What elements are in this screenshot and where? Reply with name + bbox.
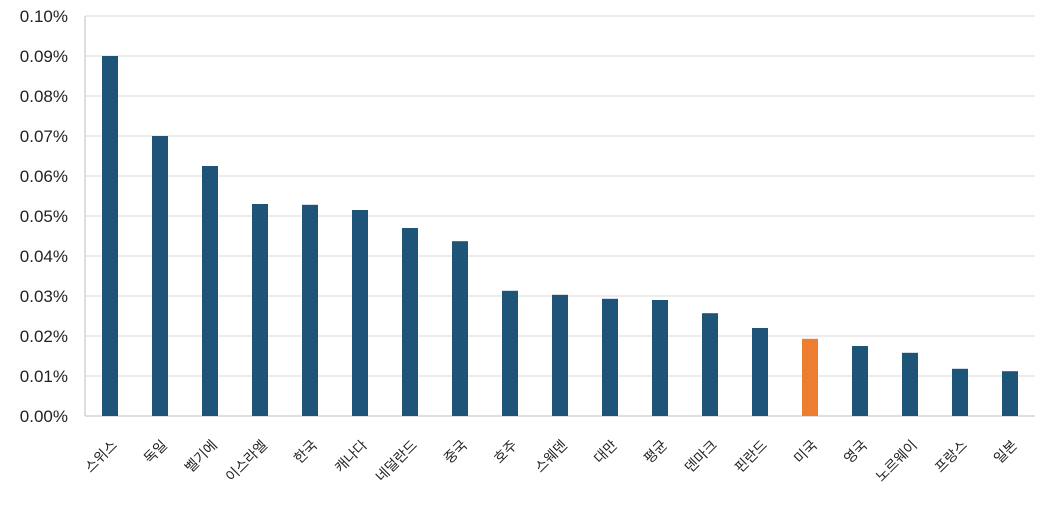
y-tick-label: 0.05% [20,207,68,226]
bar-6 [352,210,368,416]
x-category-label: 이스라엘 [223,438,271,486]
bar-17 [902,352,918,416]
x-axis-category-labels: 스위스 독일 벨기에 이스라엘 한국 캐나다 네덜란드 중국 호주 스웨덴 대만 평균 덴마크 핀란드 미국… [82,437,1021,485]
y-tick-label: 0.01% [20,367,68,386]
y-tick-label: 0.10% [20,7,68,26]
bar-18 [952,368,968,416]
y-tick-label: 0.08% [20,87,68,106]
x-category-label: 대만 [591,437,621,467]
x-category-label: 스웨덴 [532,438,571,477]
y-tick-label: 0.03% [20,287,68,306]
y-tick-label: 0.09% [20,47,68,66]
x-category-label: 프랑스 [932,437,971,476]
y-tick-label: 0.06% [20,167,68,186]
y-axis-tick-labels: 0.00% 0.01% 0.02% 0.03% 0.04% 0.05% 0.06% 0.07%… [20,7,68,426]
bar-7 [402,228,418,416]
bar-16 [852,346,868,416]
y-tick-label: 0.02% [20,327,68,346]
bar-2 [152,136,168,416]
gridlines [84,15,1035,417]
x-category-label: 벨기에 [182,438,221,477]
bar-12 [652,300,668,416]
bar-10 [552,294,568,416]
x-category-label: 캐나다 [332,437,371,476]
x-category-label: 중국 [441,437,471,467]
x-category-label: 호주 [491,437,521,467]
bar-11 [602,298,618,416]
bar-9 [502,290,518,416]
bars [102,56,1018,416]
x-category-label: 미국 [791,437,821,467]
bar-5 [302,204,318,416]
x-category-label: 일본 [991,437,1021,467]
x-category-label: 핀란드 [732,437,771,476]
y-tick-label: 0.00% [20,407,68,426]
bar-14 [752,328,768,416]
bar-4 [252,204,268,416]
bar-1 [102,56,118,416]
bar-8 [452,241,468,416]
x-category-label: 노르웨이 [873,438,921,486]
bar-19 [1002,371,1018,416]
y-tick-label: 0.07% [20,127,68,146]
x-category-label: 덴마크 [682,437,721,476]
x-category-label: 네덜란드 [373,437,421,485]
x-category-label: 한국 [291,437,321,467]
bar-3 [202,166,218,416]
x-category-label: 평균 [641,437,671,467]
x-category-label: 독일 [141,438,171,468]
x-category-label: 스위스 [82,437,121,476]
bar-15 [802,338,818,416]
bar-13 [702,313,718,416]
x-category-label: 영국 [841,437,871,467]
y-tick-label: 0.04% [20,247,68,266]
